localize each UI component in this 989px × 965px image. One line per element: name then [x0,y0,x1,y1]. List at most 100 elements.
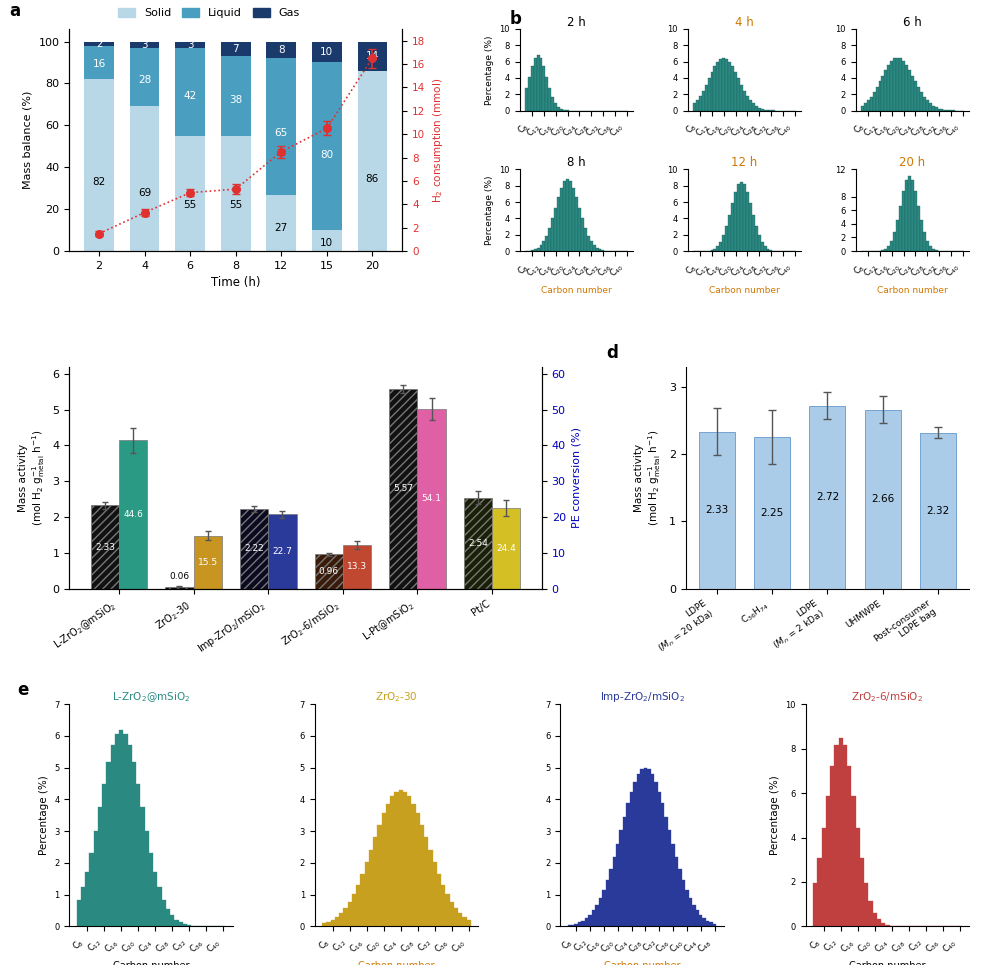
Bar [623,816,626,926]
Bar [743,184,746,251]
Bar [166,909,170,926]
Text: 0.06: 0.06 [169,572,190,581]
Text: 86: 86 [366,174,379,184]
Bar [602,890,605,926]
Bar [546,235,548,251]
Bar [595,905,598,926]
Bar [566,179,569,251]
Bar [672,843,674,926]
Bar [568,925,571,926]
Text: 2.25: 2.25 [761,508,783,518]
Bar [144,831,149,926]
Bar [94,831,98,926]
Bar [578,207,581,251]
Bar [589,241,592,251]
Bar [581,218,584,251]
Bar [713,67,716,111]
Bar [420,825,424,926]
Bar [630,791,633,926]
Bar [445,894,450,926]
Bar [560,109,563,111]
Bar [847,766,852,926]
Text: 3: 3 [187,40,194,49]
Bar [569,181,572,251]
Bar [752,103,755,111]
Bar [887,246,890,251]
X-axis label: Carbon number: Carbon number [709,286,779,295]
Bar [619,830,623,926]
Bar [746,96,749,111]
Bar [920,220,923,251]
Bar [441,885,445,926]
Bar [165,587,194,589]
Bar [124,733,128,926]
Text: 44.6: 44.6 [124,510,143,519]
Text: d: d [606,344,618,362]
Bar [932,106,935,111]
Bar [399,790,403,926]
Bar [89,852,94,926]
Text: 82: 82 [93,178,106,187]
Text: b: b [509,10,521,28]
X-axis label: Carbon number: Carbon number [541,286,612,295]
Bar [704,85,707,111]
Bar [902,191,905,251]
Bar [914,191,917,251]
Bar [84,45,114,79]
Bar [560,187,563,251]
Bar [605,880,609,926]
Bar [731,67,734,111]
Bar [84,41,114,45]
Text: 22.7: 22.7 [273,547,293,556]
Bar [923,96,926,111]
Title: 8 h: 8 h [567,156,585,170]
X-axis label: Carbon number: Carbon number [113,961,189,965]
Bar [454,908,458,926]
Text: e: e [17,681,29,700]
Bar [586,235,589,251]
Bar [710,250,713,251]
Text: 2.66: 2.66 [871,494,894,505]
Text: 80: 80 [320,150,333,159]
Bar [719,59,722,111]
Bar [709,923,713,926]
Bar [644,768,647,926]
Bar [458,913,463,926]
Title: Imp-ZrO$_2$/mSiO$_2$: Imp-ZrO$_2$/mSiO$_2$ [599,690,684,704]
Bar [312,41,341,63]
Text: 8: 8 [278,45,285,55]
Bar [407,796,411,926]
Text: 10: 10 [320,47,333,57]
Bar [543,241,546,251]
Bar [598,250,601,251]
Bar [843,745,847,926]
Bar [428,850,432,926]
Bar [356,885,360,926]
Bar [647,769,651,926]
Bar [588,915,591,926]
Bar [761,109,764,111]
Bar [312,63,341,230]
Bar [764,246,766,251]
Bar [136,784,140,926]
Text: 54.1: 54.1 [421,494,442,504]
Bar [417,409,446,589]
Bar [758,108,761,111]
Legend: Solid, Liquid, Gas: Solid, Liquid, Gas [114,4,305,23]
Bar [183,924,187,926]
Bar [734,72,737,111]
Bar [347,901,352,926]
Bar [84,79,114,251]
Bar [926,241,929,251]
Bar [817,858,822,926]
Bar [140,807,144,926]
Bar [128,745,132,926]
Bar [548,88,551,111]
Bar [437,874,441,926]
Bar [326,922,330,926]
Bar [534,250,537,251]
Text: 13.3: 13.3 [347,563,367,571]
Bar [592,245,595,251]
Bar [365,863,369,926]
Text: 38: 38 [229,95,242,105]
